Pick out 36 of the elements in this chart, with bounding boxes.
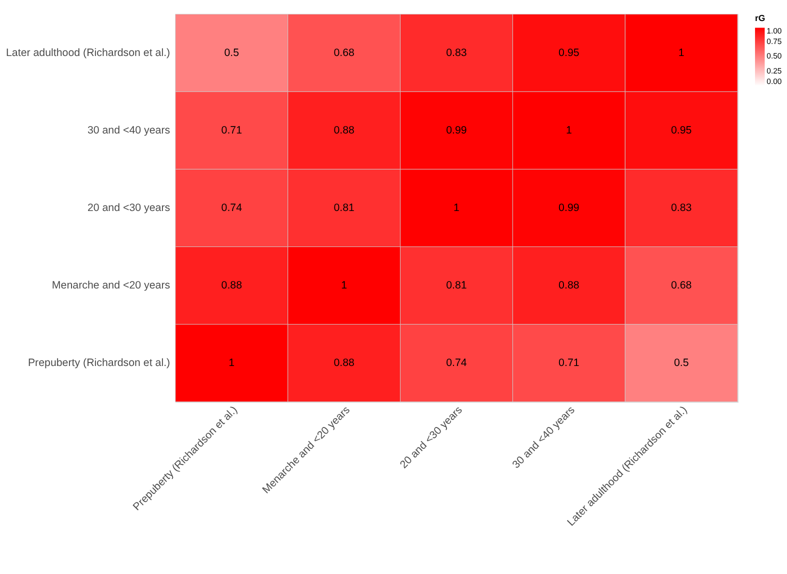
color-bar-title: rG	[755, 12, 766, 23]
data-label: 0.83	[446, 46, 467, 59]
data-label: 0.71	[558, 356, 580, 369]
data-label: 1	[678, 46, 684, 59]
color-bar-label: 0.75	[766, 37, 782, 46]
data-label: 0.88	[334, 356, 355, 369]
data-label: 0.68	[670, 279, 692, 292]
data-label: 1	[454, 202, 460, 214]
data-label: 0.81	[334, 202, 355, 214]
data-label: 0.71	[221, 124, 242, 136]
y-tick-label: Later adulthood (Richardson et al.)	[6, 46, 170, 59]
y-tick-label: Prepuberty (Richardson et al.)	[28, 356, 170, 369]
data-label: 0.88	[334, 124, 355, 136]
data-label: 1	[566, 124, 572, 136]
data-label: 0.88	[221, 279, 242, 292]
data-label: 0.88	[558, 279, 580, 292]
color-bar-label: 0.00	[766, 76, 782, 86]
color-bar-label: 1.00	[766, 26, 782, 36]
color-bar-label: 0.50	[766, 52, 782, 61]
data-label: 0.74	[221, 202, 242, 214]
data-label: 0.99	[446, 124, 467, 136]
y-tick-label: 30 and <40 years	[87, 124, 170, 136]
data-label: 0.95	[670, 124, 692, 136]
color-bar-label: 0.25	[766, 66, 782, 76]
y-tick-label: 20 and <30 years	[87, 202, 170, 214]
data-label: 0.95	[558, 46, 580, 59]
y-tick-label: Menarche and <20 years	[52, 279, 170, 292]
data-label: 0.99	[558, 202, 580, 214]
data-label: 0.74	[446, 356, 467, 369]
data-label: 0.68	[334, 46, 355, 59]
data-label: 0.5	[224, 46, 240, 59]
data-label: 1	[341, 279, 348, 292]
data-label: 0.81	[446, 279, 467, 292]
data-label: 0.5	[674, 356, 689, 369]
data-label: 1	[228, 356, 235, 369]
data-label: 0.83	[670, 202, 692, 214]
